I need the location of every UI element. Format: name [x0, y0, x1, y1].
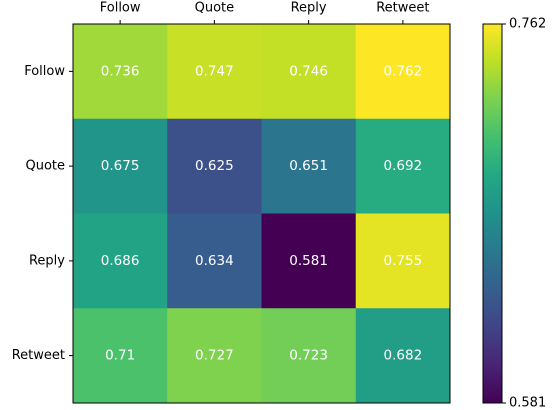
heatmap-cell	[355, 308, 451, 404]
y-tick-label: Reply	[29, 253, 65, 268]
cell-label: 0.686	[101, 253, 140, 269]
y-tick-label: Follow	[24, 64, 65, 79]
cell-label: 0.727	[195, 348, 234, 364]
cell-label: 0.581	[289, 253, 328, 269]
heatmap-cell	[355, 213, 451, 309]
x-tick-label: Follow	[100, 1, 141, 16]
heatmap-cell	[73, 213, 168, 309]
colorbar	[482, 23, 503, 404]
cell-label: 0.762	[384, 63, 423, 79]
cell-label: 0.634	[195, 253, 234, 269]
heatmap-cell	[167, 308, 262, 404]
heatmap-cell	[355, 24, 451, 120]
colorbar-tick-label: 0.762	[509, 17, 546, 32]
heatmap-cell	[261, 308, 357, 404]
cell-label: 0.746	[289, 63, 328, 79]
plot-frame	[72, 23, 451, 404]
cell-label: 0.71	[105, 348, 135, 364]
heatmap-cell	[73, 308, 168, 404]
x-tick-label: Quote	[195, 1, 235, 16]
cell-label: 0.651	[289, 158, 328, 174]
x-tick-label: Reply	[291, 1, 327, 16]
x-tick-label: Retweet	[376, 1, 429, 16]
cell-label: 0.723	[289, 348, 328, 364]
cell-label: 0.682	[384, 348, 423, 364]
heatmap-cell	[355, 118, 451, 214]
cell-label: 0.625	[195, 158, 234, 174]
y-tick-label: Retweet	[12, 348, 65, 363]
heatmap-cell	[261, 213, 357, 309]
cell-label: 0.675	[101, 158, 140, 174]
y-tick-label: Quote	[25, 159, 65, 174]
cell-label: 0.736	[101, 63, 140, 79]
cell-label: 0.755	[384, 253, 423, 269]
cell-label: 0.747	[195, 63, 234, 79]
heatmap-cell	[261, 118, 357, 214]
colorbar-tick-label: 0.581	[509, 396, 546, 410]
heatmap-cell	[167, 24, 262, 120]
heatmap-cell	[167, 118, 262, 214]
heatmap-cell	[73, 24, 168, 120]
heatmap-cell	[261, 24, 357, 120]
cell-label: 0.692	[384, 158, 423, 174]
heatmap-cell	[73, 118, 168, 214]
heatmap-cell	[167, 213, 262, 309]
